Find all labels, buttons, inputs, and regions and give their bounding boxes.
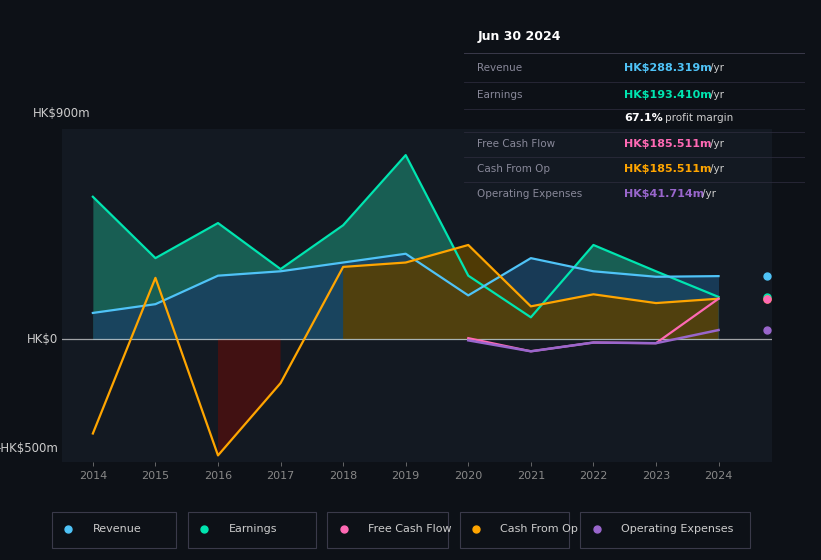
- Text: Operating Expenses: Operating Expenses: [478, 189, 583, 199]
- Text: HK$185.511m: HK$185.511m: [624, 164, 712, 174]
- Text: /yr: /yr: [710, 90, 724, 100]
- Text: Cash From Op: Cash From Op: [500, 524, 578, 534]
- Text: /yr: /yr: [702, 189, 717, 199]
- Text: Earnings: Earnings: [228, 524, 277, 534]
- Text: /yr: /yr: [710, 138, 724, 148]
- Text: Free Cash Flow: Free Cash Flow: [368, 524, 452, 534]
- Text: Cash From Op: Cash From Op: [478, 164, 551, 174]
- Text: HK$0: HK$0: [27, 333, 58, 346]
- Text: -HK$500m: -HK$500m: [0, 442, 58, 455]
- Text: HK$288.319m: HK$288.319m: [624, 63, 712, 73]
- Text: Earnings: Earnings: [478, 90, 523, 100]
- Text: /yr: /yr: [710, 63, 724, 73]
- Text: HK$900m: HK$900m: [33, 108, 90, 120]
- Text: HK$185.511m: HK$185.511m: [624, 138, 712, 148]
- Text: Revenue: Revenue: [93, 524, 141, 534]
- Text: profit margin: profit margin: [665, 114, 733, 123]
- Text: Free Cash Flow: Free Cash Flow: [478, 138, 556, 148]
- Text: HK$193.410m: HK$193.410m: [624, 90, 712, 100]
- Text: Jun 30 2024: Jun 30 2024: [478, 30, 561, 43]
- Text: 67.1%: 67.1%: [624, 114, 663, 123]
- Text: HK$41.714m: HK$41.714m: [624, 189, 704, 199]
- Text: /yr: /yr: [710, 164, 724, 174]
- Text: Operating Expenses: Operating Expenses: [621, 524, 734, 534]
- Text: Revenue: Revenue: [478, 63, 523, 73]
